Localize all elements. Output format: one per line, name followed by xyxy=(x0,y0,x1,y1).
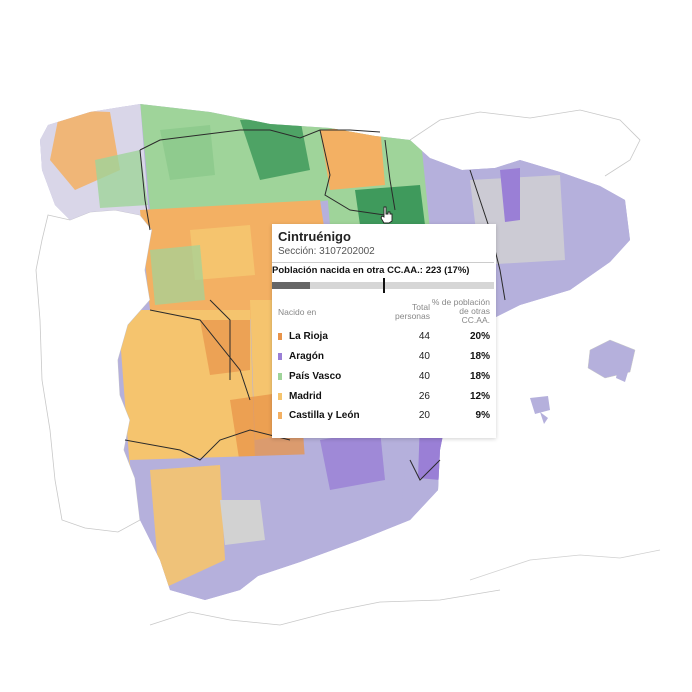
row-region: La Rioja xyxy=(289,331,328,342)
table-row: Aragón 40 18% xyxy=(272,348,496,366)
balearic-islands[interactable] xyxy=(530,339,636,424)
header-total-line1: Total xyxy=(412,302,430,312)
row-pct: 20% xyxy=(469,331,490,342)
table-row: País Vasco 40 18% xyxy=(272,368,496,386)
row-total: 44 xyxy=(418,331,430,342)
row-total: 26 xyxy=(418,391,430,402)
table-row: La Rioja 44 20% xyxy=(272,328,496,346)
table-row: Madrid 26 12% xyxy=(272,388,496,406)
population-bar-marker xyxy=(383,278,385,293)
row-region: Castilla y León xyxy=(289,410,360,421)
header-total-line2: personas xyxy=(395,311,430,321)
tooltip-title: Cintruénigo xyxy=(278,229,351,244)
swatch-aragon xyxy=(278,353,282,360)
swatch-madrid xyxy=(278,393,282,400)
table-row: Castilla y León 20 9% xyxy=(272,407,496,425)
row-total: 40 xyxy=(418,351,430,362)
row-pct: 18% xyxy=(469,351,490,362)
row-region: País Vasco xyxy=(289,371,342,382)
coast-outline-east xyxy=(469,549,661,581)
africa-outline xyxy=(149,589,501,626)
swatch-castilla-leon xyxy=(278,412,282,419)
header-pct-line1: % de población xyxy=(431,297,490,307)
header-pct-line3: CC.AA. xyxy=(461,315,490,325)
swatch-la-rioja xyxy=(278,333,282,340)
row-pct: 18% xyxy=(469,371,490,382)
row-region: Madrid xyxy=(289,391,322,402)
section-tooltip: Cintruénigo Sección: 3107202002 Població… xyxy=(272,224,496,438)
row-total: 20 xyxy=(418,410,430,421)
row-pct: 9% xyxy=(475,410,490,421)
france-outline xyxy=(409,109,641,177)
header-total: Total personas xyxy=(395,303,430,321)
header-pct: % de población de otras CC.AA. xyxy=(432,298,490,325)
swatch-pais-vasco xyxy=(278,373,282,380)
hand-cursor-icon xyxy=(380,206,394,224)
header-born-in: Nacido en xyxy=(278,307,317,317)
population-bar-fill xyxy=(272,282,310,289)
row-region: Aragón xyxy=(289,351,324,362)
tooltip-subtitle: Sección: 3107202002 xyxy=(278,246,375,257)
row-total: 40 xyxy=(418,371,430,382)
row-pct: 12% xyxy=(469,391,490,402)
population-bar xyxy=(272,278,494,293)
tooltip-divider xyxy=(272,262,494,263)
tooltip-summary: Población nacida en otra CC.AA.: 223 (17… xyxy=(272,265,470,276)
header-pct-line2: de otras xyxy=(459,306,490,316)
